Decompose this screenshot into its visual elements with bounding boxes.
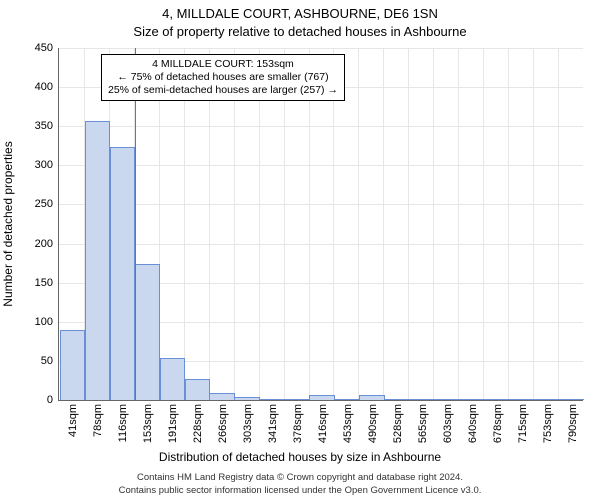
bar: [160, 358, 185, 400]
y-tick-label: 250: [35, 198, 53, 210]
bar: [409, 399, 434, 400]
x-tick-label: 453sqm: [342, 404, 354, 443]
footer-attribution-1: Contains HM Land Registry data © Crown c…: [0, 472, 600, 483]
bar: [110, 147, 135, 400]
x-axis-label: Distribution of detached houses by size …: [0, 450, 600, 464]
bar: [459, 399, 484, 400]
x-tick-label: 41sqm: [67, 404, 79, 437]
bar: [559, 399, 584, 400]
x-tick-label: 116sqm: [117, 404, 129, 442]
gridline-v: [533, 48, 534, 400]
y-tick-label: 350: [35, 120, 53, 132]
bar: [209, 393, 234, 400]
gridline-v: [383, 48, 384, 400]
gridline-v: [458, 48, 459, 400]
gridline-h: [59, 165, 583, 166]
bar: [234, 397, 259, 400]
x-tick-label: 715sqm: [517, 404, 529, 443]
x-tick-label: 678sqm: [492, 404, 504, 443]
y-tick-label: 200: [35, 238, 53, 250]
footer-attribution-2: Contains public sector information licen…: [0, 485, 600, 496]
gridline-h: [59, 244, 583, 245]
annotation-line: 25% of semi-detached houses are larger (…: [108, 84, 338, 97]
histogram-chart: 4, MILLDALE COURT, ASHBOURNE, DE6 1SN Si…: [0, 0, 600, 500]
bar: [359, 395, 384, 400]
y-tick-label: 450: [35, 42, 53, 54]
gridline-v: [508, 48, 509, 400]
chart-title-line1: 4, MILLDALE COURT, ASHBOURNE, DE6 1SN: [0, 6, 600, 21]
y-tick-label: 400: [35, 81, 53, 93]
gridline-h: [59, 48, 583, 49]
bar: [259, 399, 284, 400]
y-tick-label: 300: [35, 159, 53, 171]
annotation-box: 4 MILLDALE COURT: 153sqm← 75% of detache…: [101, 54, 345, 101]
bar: [509, 399, 534, 400]
bar: [334, 399, 359, 400]
x-tick-label: 153sqm: [142, 404, 154, 443]
x-tick-label: 528sqm: [392, 404, 404, 443]
y-tick-label: 100: [35, 316, 53, 328]
annotation-line: 4 MILLDALE COURT: 153sqm: [108, 58, 338, 71]
bar: [284, 399, 309, 400]
bar: [384, 399, 409, 400]
bar: [309, 395, 334, 400]
x-tick-label: 490sqm: [367, 404, 379, 443]
chart-title-line2: Size of property relative to detached ho…: [0, 24, 600, 39]
x-tick-label: 378sqm: [292, 404, 304, 443]
x-tick-label: 640sqm: [467, 404, 479, 443]
x-tick-label: 603sqm: [442, 404, 454, 443]
plot-area: 05010015020025030035040045041sqm78sqm116…: [58, 48, 583, 401]
bar: [85, 121, 110, 400]
gridline-v: [433, 48, 434, 400]
bar: [434, 399, 459, 400]
gridline-v: [408, 48, 409, 400]
gridline-v: [358, 48, 359, 400]
y-tick-label: 0: [47, 394, 53, 406]
y-tick-label: 150: [35, 277, 53, 289]
gridline-v: [483, 48, 484, 400]
bar: [185, 379, 210, 400]
x-tick-label: 341sqm: [267, 404, 279, 443]
gridline-h: [59, 204, 583, 205]
x-tick-label: 191sqm: [167, 404, 179, 443]
x-tick-label: 78sqm: [92, 404, 104, 437]
x-tick-label: 416sqm: [317, 404, 329, 443]
x-tick-label: 790sqm: [567, 404, 579, 443]
bar: [135, 264, 160, 400]
x-tick-label: 228sqm: [192, 404, 204, 443]
y-axis-label: Number of detached properties: [1, 141, 15, 306]
y-tick-label: 50: [41, 355, 53, 367]
x-tick-label: 753sqm: [542, 404, 554, 443]
bar: [60, 330, 85, 400]
gridline-v: [558, 48, 559, 400]
annotation-line: ← 75% of detached houses are smaller (76…: [108, 71, 338, 84]
gridline-h: [59, 126, 583, 127]
bar: [534, 399, 559, 400]
x-tick-label: 266sqm: [217, 404, 229, 443]
x-tick-label: 565sqm: [417, 404, 429, 443]
x-tick-label: 303sqm: [242, 404, 254, 443]
bar: [484, 399, 509, 400]
